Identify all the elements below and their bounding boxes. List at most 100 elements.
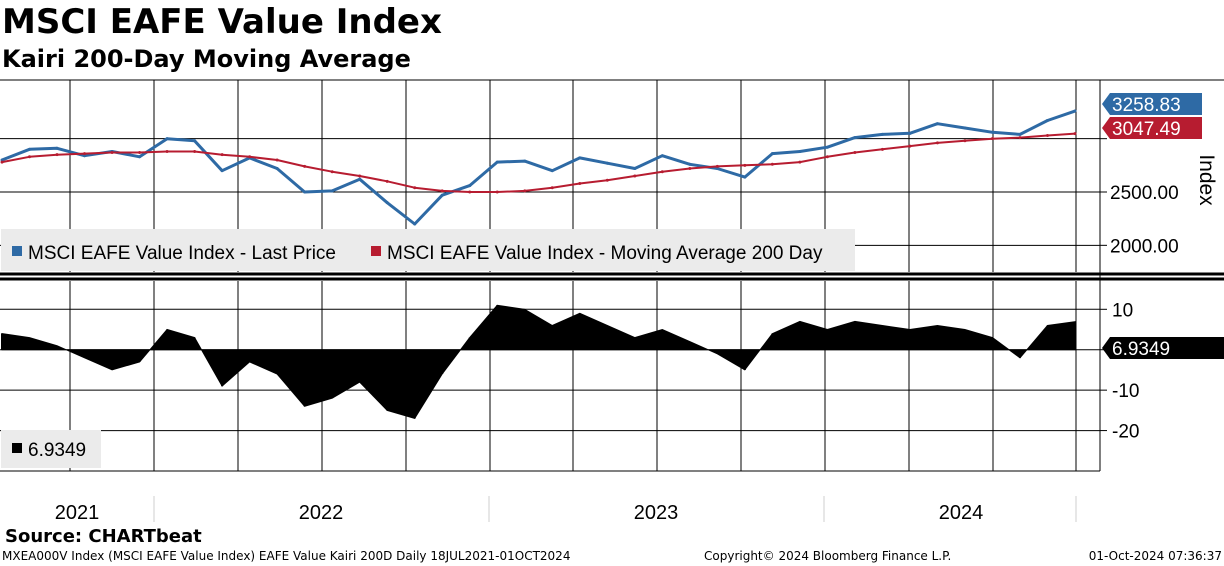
ma-point bbox=[358, 174, 362, 178]
price-point bbox=[770, 152, 774, 156]
legend-label-ma: MSCI EAFE Value Index - Moving Average 2… bbox=[387, 243, 823, 264]
ma-point bbox=[330, 170, 334, 174]
price-point bbox=[853, 136, 857, 140]
last-value-tag: 6.9349 bbox=[1102, 337, 1224, 360]
ma-point bbox=[660, 170, 664, 174]
ma-point bbox=[550, 186, 554, 190]
chart-subtitle: Kairi 200-Day Moving Average bbox=[2, 45, 411, 73]
price-point bbox=[413, 222, 417, 226]
last-value-tag-text: 3258.83 bbox=[1112, 95, 1181, 116]
ma-point bbox=[963, 139, 967, 143]
price-point bbox=[440, 193, 444, 197]
ma-point bbox=[633, 174, 637, 178]
price-point bbox=[660, 154, 664, 158]
price-point bbox=[963, 126, 967, 130]
last-value-tag: 3047.49 bbox=[1102, 117, 1202, 140]
price-point bbox=[275, 167, 279, 171]
ma-point bbox=[1045, 133, 1049, 137]
x-tick-label: 2021 bbox=[55, 502, 100, 524]
source-note: Source: CHARTbeat bbox=[5, 526, 202, 547]
kairi-area bbox=[1, 304, 1076, 419]
panel-frames bbox=[0, 79, 1224, 472]
y-axis-label: Index bbox=[1195, 154, 1218, 206]
last-value-tag-text: 6.9349 bbox=[1112, 339, 1170, 360]
last-value-tag: 3258.83 bbox=[1102, 93, 1202, 116]
price-point bbox=[495, 160, 499, 164]
ma-point bbox=[908, 144, 912, 148]
upper-plot bbox=[0, 109, 1077, 226]
ma-point bbox=[743, 163, 747, 167]
price-point bbox=[1018, 132, 1022, 136]
series-line-last-price bbox=[1, 109, 1076, 226]
footer-copyright: Copyright© 2024 Bloomberg Finance L.P. bbox=[704, 549, 952, 563]
ma-point bbox=[440, 189, 444, 193]
price-point bbox=[358, 177, 362, 181]
legend-swatch-ma bbox=[371, 246, 381, 256]
ma-point bbox=[495, 190, 499, 194]
price-point bbox=[138, 155, 142, 159]
last-value-tag-bg bbox=[1102, 117, 1202, 139]
chart-title: MSCI EAFE Value Index bbox=[2, 2, 442, 42]
price-point bbox=[468, 184, 472, 188]
upper-y-tick-label: 2000.00 bbox=[1110, 236, 1179, 257]
ma-point bbox=[385, 179, 389, 183]
ma-point bbox=[0, 160, 4, 164]
price-point bbox=[28, 147, 32, 151]
price-point bbox=[303, 190, 307, 194]
price-point bbox=[908, 131, 912, 135]
ma-point bbox=[220, 153, 224, 157]
series-line-moving-average bbox=[1, 132, 1076, 193]
upper-y-tick-label: 2500.00 bbox=[1110, 183, 1179, 204]
ma-point bbox=[523, 189, 527, 193]
price-point bbox=[165, 137, 169, 141]
price-point bbox=[633, 167, 637, 171]
price-point bbox=[0, 158, 4, 162]
price-point bbox=[798, 149, 802, 153]
price-point bbox=[935, 122, 939, 126]
ma-point bbox=[165, 149, 169, 153]
ma-point bbox=[605, 178, 609, 182]
price-point bbox=[1045, 119, 1049, 123]
ma-point bbox=[83, 152, 87, 156]
ma-point bbox=[248, 155, 252, 159]
lower-y-tick-label: -10 bbox=[1112, 381, 1139, 402]
price-point bbox=[220, 169, 224, 173]
price-point bbox=[550, 169, 554, 173]
ma-point bbox=[688, 167, 692, 171]
legend-label-price: MSCI EAFE Value Index - Last Price bbox=[28, 243, 336, 264]
ma-point bbox=[138, 151, 142, 155]
price-point bbox=[880, 132, 884, 136]
legend-box bbox=[1, 229, 855, 271]
price-point bbox=[523, 159, 527, 163]
ma-point bbox=[28, 155, 32, 159]
footer-timestamp: 01-Oct-2024 07:36:37 bbox=[1088, 549, 1222, 563]
lower-y-tick-label: -20 bbox=[1112, 422, 1139, 443]
ma-point bbox=[935, 141, 939, 145]
x-tick-label: 2022 bbox=[299, 502, 344, 524]
price-point bbox=[688, 162, 692, 166]
ma-point bbox=[193, 149, 197, 153]
price-point bbox=[715, 167, 719, 171]
legend-label-kairi: 6.9349 bbox=[28, 440, 86, 461]
price-point bbox=[193, 139, 197, 143]
ma-point bbox=[825, 155, 829, 159]
ma-point bbox=[880, 147, 884, 151]
lower-plot bbox=[1, 304, 1076, 419]
y-axis: 2000.002500.00100-10-20Index3258.833047.… bbox=[1100, 93, 1224, 443]
last-value-tag-bg bbox=[1102, 93, 1202, 115]
last-value-tag-bg bbox=[1102, 337, 1224, 359]
price-point bbox=[55, 146, 59, 150]
price-point bbox=[825, 145, 829, 149]
price-point bbox=[990, 130, 994, 134]
ma-point bbox=[110, 151, 114, 155]
legend-swatch-price bbox=[12, 246, 22, 256]
ma-point bbox=[715, 164, 719, 168]
ma-point bbox=[468, 190, 472, 194]
ma-point bbox=[275, 158, 279, 162]
price-point bbox=[330, 189, 334, 193]
lower-grid bbox=[0, 281, 1100, 471]
x-tick-label: 2024 bbox=[939, 502, 984, 524]
price-point bbox=[83, 154, 87, 158]
ma-point bbox=[578, 181, 582, 185]
